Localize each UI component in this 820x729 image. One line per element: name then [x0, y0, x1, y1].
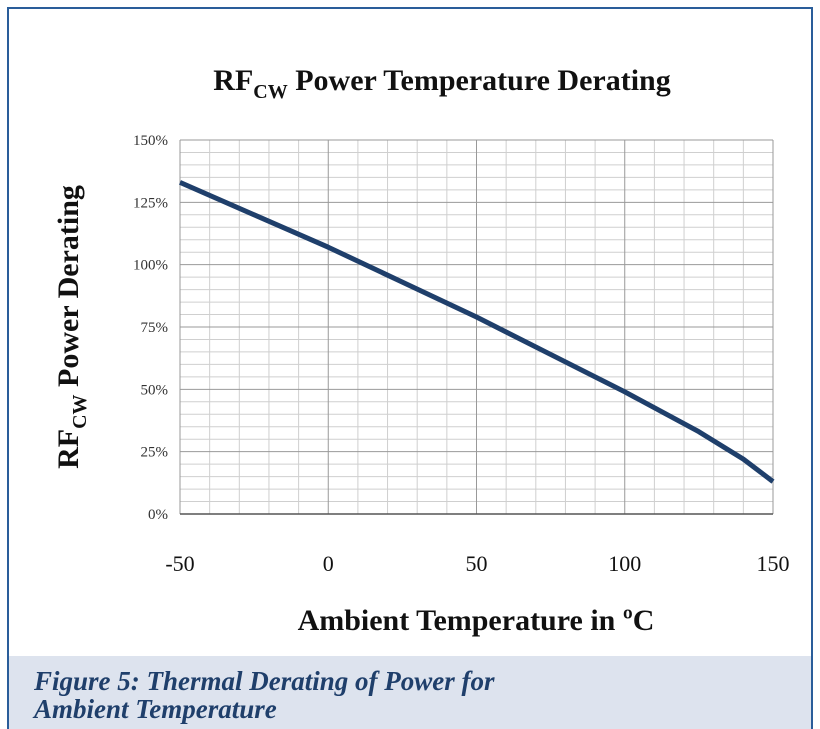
y-tick-label: 50% [141, 382, 169, 398]
y-tick-label: 100% [133, 258, 168, 274]
title-part: CW [253, 81, 287, 103]
x-tick-label: -50 [165, 551, 194, 576]
x-tick-label: 0 [323, 551, 334, 576]
x-tick-label: 50 [466, 551, 488, 576]
data-line [178, 180, 775, 484]
y-tick-label: 25% [141, 445, 169, 461]
x-tick-label: 150 [757, 551, 790, 576]
frame [7, 7, 813, 729]
y-tick-label: 125% [133, 195, 168, 211]
ylabel-part: Power Derating [52, 185, 85, 394]
x-tick-label: 100 [608, 551, 641, 576]
title-part: Power Temperature Derating [288, 64, 671, 97]
x-axis-label: Ambient Temperature in ºC [298, 604, 655, 637]
caption-box [9, 656, 811, 729]
caption: Figure 5: Thermal Derating of Power for A… [32, 666, 495, 724]
chart-title: RFCW Power Temperature Derating [213, 64, 670, 103]
ylabel-part: CW [69, 394, 91, 428]
title-part: RF [213, 64, 253, 97]
y-tick-label: 150% [133, 133, 168, 149]
ylabel-part: RF [52, 429, 85, 469]
y-tick-label: 75% [141, 320, 169, 336]
y-axis-label: RFCW Power Derating [52, 185, 91, 469]
y-tick-label: 0% [148, 507, 168, 523]
